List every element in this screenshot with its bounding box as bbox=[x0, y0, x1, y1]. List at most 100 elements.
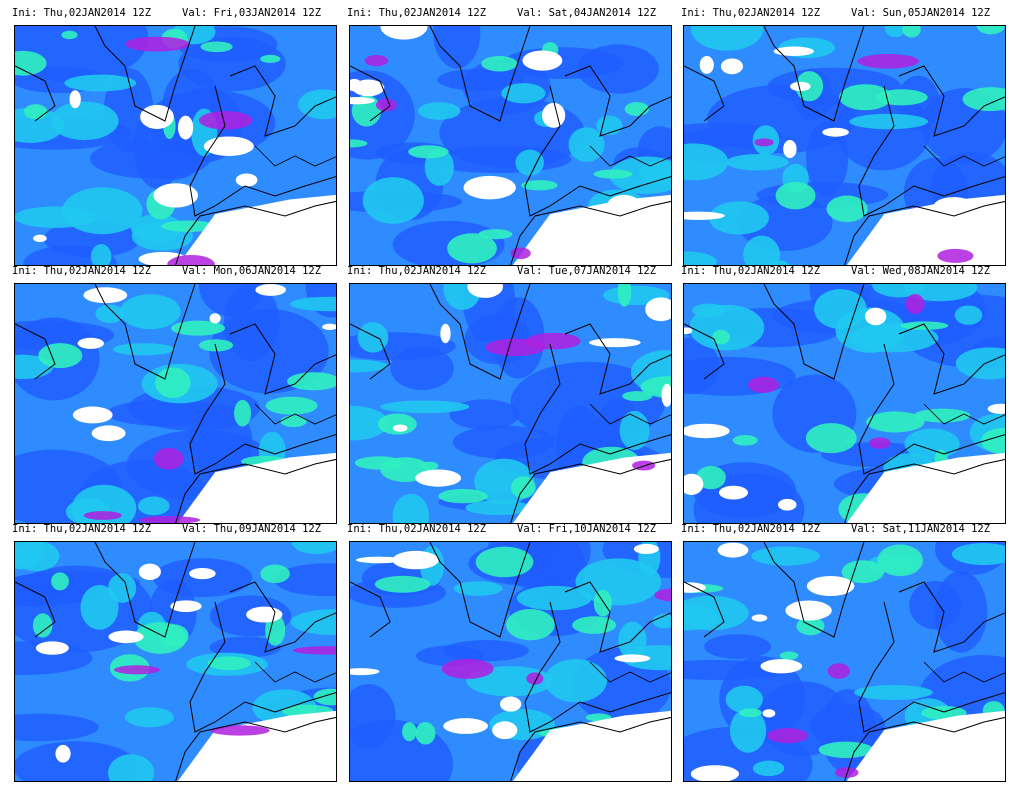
field-patch bbox=[465, 500, 532, 516]
field-patch bbox=[350, 668, 380, 676]
field-patch bbox=[51, 572, 69, 591]
field-patch bbox=[768, 260, 790, 265]
border bbox=[589, 403, 671, 425]
field-patch bbox=[689, 304, 765, 351]
field-patch bbox=[83, 511, 122, 520]
field-patch bbox=[684, 143, 729, 181]
field-patch bbox=[203, 136, 254, 156]
field-patch bbox=[478, 229, 513, 240]
coastline bbox=[564, 65, 671, 137]
field-patch bbox=[783, 139, 797, 159]
field-patch bbox=[914, 408, 971, 423]
field-patch bbox=[526, 672, 544, 685]
field-patch bbox=[707, 84, 856, 154]
field-patch bbox=[822, 127, 849, 137]
field-patch bbox=[854, 684, 933, 700]
field-patch bbox=[790, 81, 811, 92]
field-patch bbox=[15, 713, 99, 742]
field-patch bbox=[137, 496, 170, 516]
field-patch bbox=[90, 244, 112, 265]
coastline bbox=[524, 343, 671, 475]
coastline bbox=[189, 601, 336, 733]
field-patch bbox=[452, 425, 556, 459]
field-patch bbox=[80, 585, 119, 630]
field-patch bbox=[33, 234, 47, 243]
field-patch bbox=[521, 180, 558, 191]
field-patch bbox=[575, 558, 662, 606]
field-patch bbox=[177, 115, 194, 140]
field-patch bbox=[55, 744, 71, 763]
field-patch bbox=[467, 284, 504, 298]
border bbox=[589, 145, 671, 167]
field-patch bbox=[392, 550, 439, 570]
field-patch bbox=[350, 683, 396, 749]
field-patch bbox=[260, 564, 290, 584]
field-patch bbox=[516, 585, 592, 611]
field-patch bbox=[577, 44, 659, 94]
field-patch bbox=[481, 56, 518, 72]
valid-time: Val: Thu,09JAN2014 12Z bbox=[182, 523, 322, 535]
field-patch bbox=[729, 708, 767, 753]
field-patch bbox=[113, 665, 160, 675]
field-patch bbox=[189, 567, 216, 580]
valid-time: Val: Sat,11JAN2014 12Z bbox=[851, 523, 991, 535]
field-patch bbox=[95, 304, 124, 324]
field-patch bbox=[350, 405, 389, 441]
field-patch bbox=[438, 489, 488, 504]
field-patch bbox=[15, 741, 139, 781]
field-patch bbox=[415, 722, 436, 745]
init-time: Ini: Thu,02JAN2014 12Z bbox=[347, 7, 487, 19]
field-patch bbox=[618, 621, 647, 660]
field-patch bbox=[515, 149, 545, 176]
field-patch bbox=[775, 181, 816, 210]
border bbox=[254, 145, 336, 167]
field-patch bbox=[15, 542, 60, 572]
field-patch bbox=[352, 79, 385, 97]
border bbox=[923, 145, 1005, 167]
coastline bbox=[15, 65, 56, 122]
coastline bbox=[189, 85, 336, 217]
field-patch bbox=[200, 41, 233, 53]
coastline bbox=[94, 542, 196, 638]
coastline bbox=[429, 26, 531, 122]
field-patch bbox=[526, 332, 581, 350]
field-patch bbox=[904, 428, 960, 460]
field-patch bbox=[210, 725, 270, 736]
field-patch bbox=[108, 630, 144, 644]
field-patch bbox=[15, 641, 93, 675]
coastline bbox=[229, 65, 336, 137]
field-patch bbox=[392, 493, 430, 523]
field-patch bbox=[153, 447, 184, 470]
field-patch bbox=[589, 338, 641, 348]
field-patch bbox=[712, 329, 731, 345]
field-patch bbox=[624, 102, 650, 116]
field-patch bbox=[292, 646, 336, 655]
field-patch bbox=[732, 435, 758, 446]
field-patch bbox=[818, 741, 874, 758]
field-patch bbox=[441, 658, 494, 679]
forecast-map bbox=[349, 25, 672, 266]
field-patch bbox=[869, 437, 891, 449]
field-patch bbox=[778, 498, 797, 511]
field-patch bbox=[708, 201, 769, 235]
coastline bbox=[175, 458, 336, 523]
field-patch bbox=[849, 113, 929, 130]
field-patch bbox=[754, 138, 774, 147]
field-patch bbox=[357, 322, 389, 353]
field-patch bbox=[900, 321, 949, 330]
field-patch bbox=[260, 54, 281, 63]
coastline bbox=[858, 85, 1005, 217]
field-patch bbox=[447, 233, 497, 264]
field-patch bbox=[392, 424, 408, 432]
coastline bbox=[844, 200, 1005, 265]
field-patch bbox=[161, 220, 216, 232]
coastline bbox=[510, 200, 671, 265]
field-patch bbox=[124, 36, 190, 52]
field-patch bbox=[725, 685, 763, 714]
field-patch bbox=[785, 600, 832, 621]
field-patch bbox=[453, 581, 503, 596]
field-patch bbox=[501, 83, 546, 104]
coastline bbox=[524, 601, 671, 733]
valid-time: Val: Wed,08JAN2014 12Z bbox=[851, 265, 991, 277]
field-patch bbox=[962, 87, 1005, 112]
